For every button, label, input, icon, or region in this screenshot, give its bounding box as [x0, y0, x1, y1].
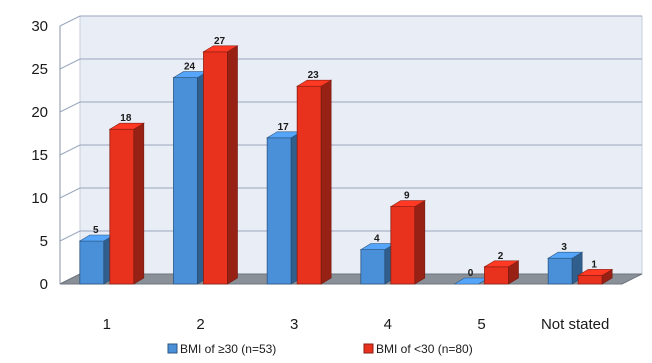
- bars: [78, 45, 614, 285]
- y-tick-label: 20: [31, 104, 48, 121]
- gridline: [59, 230, 81, 242]
- x-tick-label: 3: [290, 316, 298, 333]
- bar-bmi-under-30-3: [296, 79, 333, 285]
- bar-bmi-30-plus-not-stated: [547, 251, 584, 285]
- y-tick-label: 10: [31, 190, 48, 207]
- bar-bmi-30-plus-1: [78, 234, 115, 285]
- bar-bmi-under-30-2: [202, 45, 239, 285]
- bar-bmi-under-30-5: [483, 260, 520, 285]
- gridline: [59, 187, 81, 199]
- data-label: 4: [374, 234, 380, 245]
- bar-bmi-30-plus-4: [359, 243, 396, 285]
- data-label: 18: [120, 113, 132, 124]
- data-label: 9: [404, 191, 410, 202]
- legend-swatch-bmi-under-30: [363, 343, 374, 354]
- y-tick-label: 0: [40, 276, 48, 293]
- x-tick-label: Not stated: [541, 316, 609, 333]
- y-tick-label: 15: [31, 147, 48, 164]
- data-label: 23: [308, 70, 320, 81]
- gridline: [59, 144, 81, 156]
- data-label: 0: [468, 268, 474, 279]
- data-label: 24: [184, 62, 196, 73]
- data-label: 17: [278, 122, 290, 133]
- bar-bmi-30-plus-2: [172, 71, 209, 285]
- data-label: 27: [214, 36, 226, 47]
- y-axis: 0 5 10 15 20 25 30: [31, 18, 61, 293]
- x-tick-label: 5: [477, 316, 485, 333]
- data-label: 1: [591, 259, 597, 270]
- legend-label-bmi-30-plus: BMI of ≥30 (n=53): [180, 342, 276, 356]
- gridline: [59, 101, 81, 113]
- x-tick-label: 1: [103, 316, 111, 333]
- bar-bmi-under-30-1: [108, 122, 145, 285]
- bar-bmi-under-30-not-stated: [577, 268, 614, 285]
- x-axis: 1 2 3 4 5 Not stated: [103, 316, 610, 333]
- gridline: [59, 15, 81, 27]
- bar-bmi-30-plus-3: [266, 131, 303, 285]
- data-label: 5: [93, 225, 99, 236]
- y-tick-label: 5: [40, 233, 48, 250]
- data-label: 2: [498, 251, 504, 262]
- y-tick-label: 25: [31, 61, 48, 78]
- legend-label-bmi-under-30: BMI of <30 (n=80): [376, 342, 473, 356]
- x-tick-label: 4: [384, 316, 392, 333]
- x-tick-label: 2: [196, 316, 204, 333]
- legend: BMI of ≥30 (n=53) BMI of <30 (n=80): [167, 342, 473, 356]
- gridline: [59, 58, 81, 70]
- legend-swatch-bmi-30-plus: [167, 343, 178, 354]
- bar-bmi-under-30-4: [389, 200, 426, 285]
- y-tick-label: 30: [31, 18, 48, 35]
- data-label: 3: [561, 242, 567, 253]
